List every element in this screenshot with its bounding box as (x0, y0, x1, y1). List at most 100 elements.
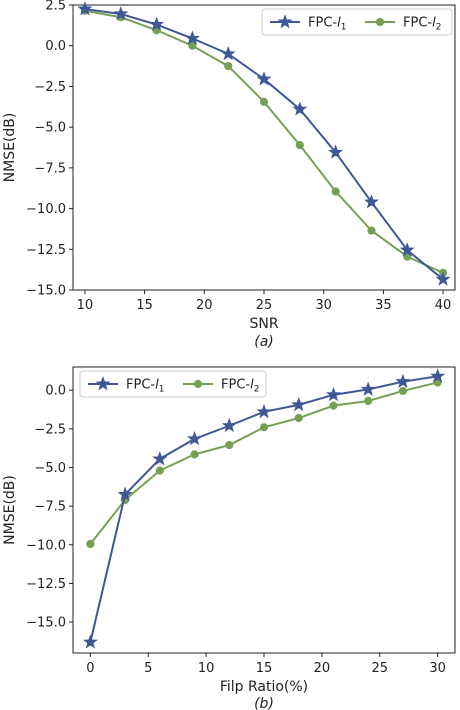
data-point-FPC-l1 (220, 45, 236, 61)
data-point-FPC-l2 (329, 401, 338, 410)
chart-caption: (b) (254, 696, 274, 710)
legend-label-FPC-l1: FPC-l1 (126, 378, 164, 395)
legend-label-var: l (155, 378, 159, 393)
x-tick-label: 35 (375, 298, 392, 313)
data-point-FPC-l1 (152, 451, 168, 466)
y-tick-label: −5.0 (34, 461, 66, 476)
x-tick-label: 5 (144, 661, 152, 676)
series-line-FPC-l2 (84, 9, 444, 274)
data-point-FPC-l1 (77, 1, 93, 16)
y-tick-label: 2.5 (45, 0, 66, 14)
legend-label-FPC-l1: FPC-l1 (308, 16, 346, 33)
x-tick-label: 10 (198, 661, 215, 676)
legend-marker-FPC-l2 (375, 17, 385, 27)
y-tick-label: −2.5 (34, 422, 66, 437)
legend-label-base: FPC- (308, 16, 337, 31)
chart-b: 0 5 10 15 20 25 30 0.0 −2.5 −5.0 −7.5 −10.0 −12.5 −15… (2, 366, 456, 710)
y-tick-label: −7.5 (34, 161, 66, 176)
data-point-FPC-l2 (155, 466, 164, 475)
x-axis-label: SNR (249, 316, 278, 332)
legend-label-base: FPC- (221, 378, 250, 393)
data-point-FPC-l1 (149, 16, 165, 31)
x-tick-label: 25 (256, 298, 273, 313)
data-point-FPC-l1 (363, 194, 379, 209)
y-tick-label: 0.0 (45, 39, 66, 54)
legend-marker-FPC-l2 (193, 379, 203, 389)
data-point-FPC-l2 (367, 226, 376, 235)
data-point-FPC-l1 (82, 634, 98, 649)
data-point-FPC-l2 (364, 396, 373, 406)
x-tick-label: 40 (435, 298, 452, 313)
data-point-FPC-l2 (259, 423, 269, 432)
x-tick-label: 20 (196, 298, 213, 313)
y-tick-label: −10.0 (26, 538, 66, 553)
data-point-FPC-l1 (113, 6, 129, 21)
legend: FPC-l1 FPC-l2 (261, 8, 453, 36)
data-point-FPC-l1 (256, 403, 272, 419)
series-line-FPC-l1 (89, 375, 438, 643)
legend-marker-FPC-l1 (95, 376, 111, 391)
x-tick-label: 30 (429, 661, 446, 676)
legend-box (261, 8, 453, 36)
y-tick-label: −15.0 (26, 616, 66, 631)
y-tick-label: −12.5 (26, 577, 66, 592)
data-point-FPC-l2 (294, 413, 303, 423)
legend-label-sub: 2 (254, 385, 260, 395)
y-tick-label: −12.5 (26, 243, 66, 258)
data-point-FPC-l1 (360, 381, 376, 396)
x-tick-label: 15 (256, 661, 273, 676)
y-tick-label: 0.0 (45, 384, 66, 399)
legend-label-base: FPC- (403, 16, 432, 31)
legend-label-sub: 2 (436, 23, 442, 33)
x-tick-label: 30 (315, 298, 332, 313)
data-point-FPC-l1 (117, 486, 133, 501)
data-point-FPC-l2 (86, 539, 95, 549)
x-tick-label: 15 (136, 298, 153, 313)
y-axis-label: NMSE(dB) (2, 475, 18, 545)
plot-frame (72, 4, 456, 291)
data-point-FPC-l1 (325, 386, 341, 402)
x-tick-label: 25 (371, 661, 388, 676)
data-point-FPC-l2 (259, 97, 269, 107)
y-tick-label: −2.5 (34, 80, 66, 95)
data-point-FPC-l1 (435, 271, 451, 286)
legend-label-var: l (337, 16, 341, 31)
data-point-FPC-l1 (399, 242, 415, 257)
legend-label-FPC-l2: FPC-l2 (403, 16, 441, 33)
data-point-FPC-l2 (295, 140, 304, 150)
legend-label-FPC-l2: FPC-l2 (221, 378, 259, 395)
chart-a: 10 15 20 25 30 35 40 2.5 0.0 −2.5 −5.0 −7.5 −10.0 −12… (2, 0, 456, 350)
legend-marker-FPC-l1 (277, 14, 293, 29)
data-point-FPC-l1 (292, 101, 308, 116)
x-axis-label: Filp Ratio(%) (220, 679, 308, 695)
data-point-FPC-l1 (184, 30, 200, 45)
y-tick-label: −5.0 (34, 121, 66, 136)
legend-label-var: l (432, 16, 436, 31)
data-point-FPC-l2 (225, 440, 234, 450)
data-point-FPC-l2 (188, 41, 197, 50)
legend-label-sub: 1 (341, 23, 347, 33)
data-point-FPC-l1 (291, 397, 307, 412)
data-point-FPC-l2 (224, 61, 233, 71)
x-tick-label: 0 (86, 661, 94, 676)
legend-label-sub: 1 (159, 385, 165, 395)
y-axis-label: NMSE(dB) (2, 113, 18, 183)
data-point-FPC-l2 (190, 450, 199, 459)
series-line-FPC-l1 (84, 8, 444, 281)
y-tick-label: −7.5 (34, 500, 66, 515)
data-point-FPC-l1 (256, 71, 272, 86)
legend-box (79, 370, 267, 398)
data-point-FPC-l1 (395, 373, 411, 389)
data-point-FPC-l1 (187, 431, 203, 446)
legend-label-var: l (250, 378, 254, 393)
x-tick-label: 20 (314, 661, 331, 676)
y-tick-label: −15.0 (26, 284, 66, 299)
legend-label-base: FPC- (126, 378, 155, 393)
legend: FPC-l1 FPC-l2 (79, 370, 267, 398)
data-point-FPC-l1 (221, 417, 237, 433)
data-point-FPC-l1 (430, 368, 446, 383)
y-tick-label: −10.0 (26, 202, 66, 217)
data-point-FPC-l1 (328, 144, 344, 159)
data-point-FPC-l2 (331, 187, 340, 196)
